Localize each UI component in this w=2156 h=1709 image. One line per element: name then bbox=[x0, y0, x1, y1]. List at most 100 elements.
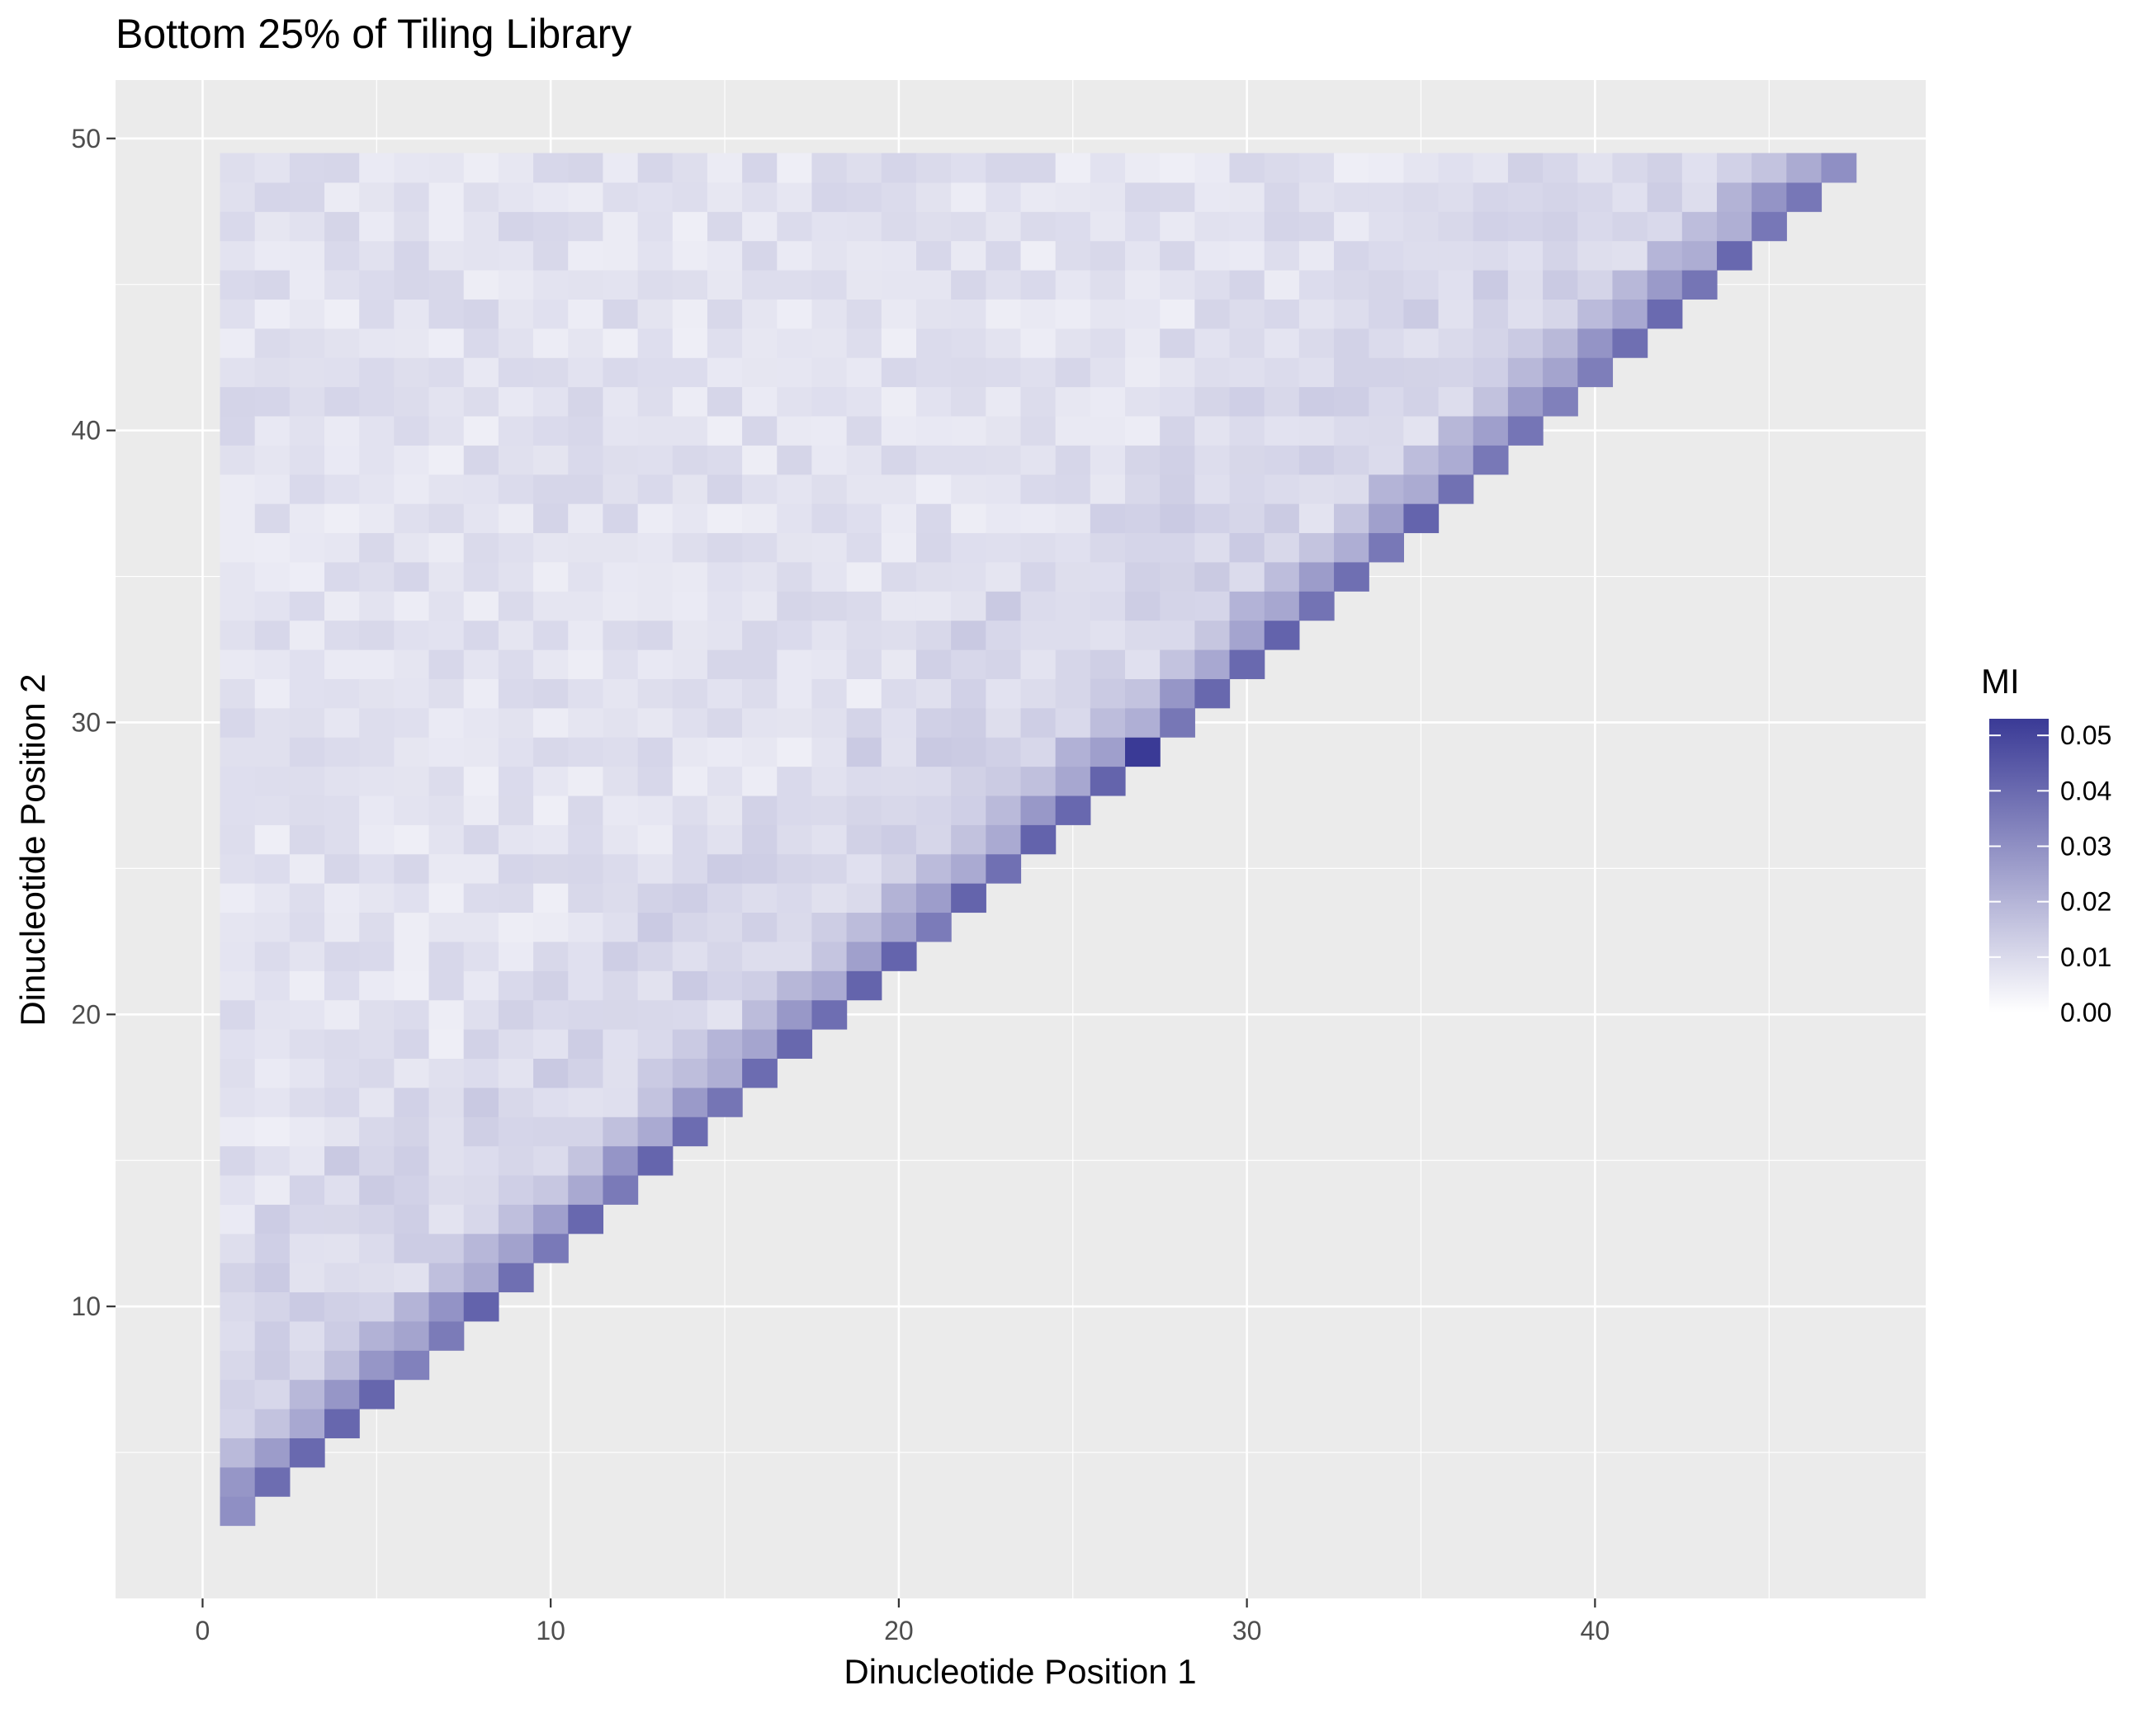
heatmap-cell bbox=[672, 153, 708, 183]
heatmap-cell bbox=[1507, 328, 1544, 358]
heatmap-cell bbox=[707, 357, 743, 388]
heatmap-cell bbox=[254, 883, 291, 914]
heatmap-cell bbox=[1298, 503, 1335, 534]
heatmap-cell bbox=[254, 1379, 291, 1409]
heatmap-cell bbox=[1403, 415, 1440, 446]
heatmap-cell bbox=[289, 211, 325, 242]
legend: MI 0.00 0.01 0.02 0.03 0.04 0.05 bbox=[1981, 662, 2111, 1027]
heatmap-cell bbox=[254, 153, 291, 183]
heatmap-cell bbox=[1716, 153, 1752, 183]
heatmap-cell bbox=[463, 240, 499, 271]
heatmap-cell bbox=[811, 824, 848, 855]
heatmap-cell bbox=[1090, 474, 1126, 504]
heatmap-cell bbox=[394, 503, 430, 534]
heatmap-cell bbox=[915, 270, 952, 300]
heatmap-cell bbox=[359, 970, 395, 1001]
heatmap-cell bbox=[707, 883, 743, 914]
heatmap-cell bbox=[915, 532, 952, 563]
heatmap-cell bbox=[568, 1204, 604, 1235]
heatmap-cell bbox=[846, 737, 882, 767]
heatmap-cell bbox=[324, 561, 360, 592]
heatmap-cell bbox=[1020, 153, 1057, 183]
heatmap-cell bbox=[846, 678, 882, 709]
heatmap-cell bbox=[463, 1145, 499, 1176]
heatmap-cell bbox=[394, 737, 430, 767]
heatmap-cell bbox=[568, 707, 604, 738]
heatmap-cell bbox=[498, 912, 534, 942]
heatmap-cell bbox=[1055, 328, 1091, 358]
heatmap-cell bbox=[463, 386, 499, 417]
heatmap-cell bbox=[1055, 532, 1091, 563]
heatmap-cell bbox=[777, 357, 813, 388]
heatmap-cell bbox=[1229, 532, 1265, 563]
heatmap-cell bbox=[707, 240, 743, 271]
heatmap-cell bbox=[1507, 270, 1544, 300]
heatmap-cell bbox=[220, 182, 256, 212]
heatmap-cell bbox=[498, 1029, 534, 1059]
heatmap-cell bbox=[777, 561, 813, 592]
heatmap-cell bbox=[359, 474, 395, 504]
heatmap-cell bbox=[254, 1029, 291, 1059]
heatmap-cell bbox=[951, 620, 986, 650]
heatmap-cell bbox=[220, 766, 256, 796]
heatmap-cell bbox=[1194, 299, 1231, 329]
heatmap-cell bbox=[1507, 386, 1544, 417]
heatmap-cell bbox=[1160, 620, 1195, 650]
heatmap-cell bbox=[533, 415, 569, 446]
heatmap-cell bbox=[1647, 299, 1683, 329]
heatmap-cell bbox=[394, 532, 430, 563]
heatmap-cell bbox=[672, 357, 708, 388]
heatmap-cell bbox=[1194, 503, 1231, 534]
heatmap-cell bbox=[951, 795, 986, 825]
heatmap-cell bbox=[881, 532, 917, 563]
heatmap-cell bbox=[359, 883, 395, 914]
heatmap-cell bbox=[428, 1058, 465, 1088]
heatmap-cell bbox=[986, 853, 1022, 884]
heatmap-cell bbox=[707, 1087, 743, 1117]
heatmap-cell bbox=[428, 153, 465, 183]
heatmap-cell bbox=[986, 678, 1022, 709]
heatmap-cells bbox=[220, 153, 1857, 1527]
heatmap-cell bbox=[220, 970, 256, 1001]
heatmap-cell bbox=[394, 912, 430, 942]
x-tick-label: 0 bbox=[196, 1616, 210, 1645]
heatmap-cell bbox=[568, 591, 604, 621]
heatmap-cell bbox=[1334, 240, 1369, 271]
heatmap-cell bbox=[1612, 328, 1648, 358]
heatmap-cell bbox=[777, 270, 813, 300]
heatmap-cell bbox=[498, 795, 534, 825]
heatmap-cell bbox=[359, 678, 395, 709]
heatmap-cell bbox=[951, 707, 986, 738]
heatmap-cell bbox=[1369, 415, 1404, 446]
heatmap-cell bbox=[846, 853, 882, 884]
heatmap-cell bbox=[1194, 211, 1231, 242]
heatmap-cell bbox=[428, 1087, 465, 1117]
heatmap-cell bbox=[1160, 182, 1195, 212]
heatmap-cell bbox=[707, 445, 743, 475]
heatmap-cell bbox=[1125, 678, 1161, 709]
heatmap-cell bbox=[568, 1058, 604, 1088]
heatmap-cell bbox=[846, 649, 882, 679]
heatmap-cell bbox=[811, 853, 848, 884]
axes: 0 10 20 30 40 10 20 30 40 50 bbox=[71, 124, 1610, 1645]
heatmap-cell bbox=[637, 853, 674, 884]
heatmap-cell bbox=[1090, 591, 1126, 621]
heatmap-cell bbox=[915, 591, 952, 621]
heatmap-cell bbox=[1786, 153, 1823, 183]
heatmap-cell bbox=[603, 795, 639, 825]
heatmap-cell bbox=[568, 357, 604, 388]
heatmap-cell bbox=[324, 1320, 360, 1351]
heatmap-cell bbox=[220, 445, 256, 475]
heatmap-cell bbox=[324, 970, 360, 1001]
heatmap-cell bbox=[533, 1174, 569, 1205]
heatmap-cell bbox=[672, 1117, 708, 1147]
heatmap-cell bbox=[1612, 211, 1648, 242]
heatmap-cell bbox=[603, 474, 639, 504]
heatmap-cell bbox=[324, 853, 360, 884]
heatmap-cell bbox=[498, 445, 534, 475]
heatmap-cell bbox=[463, 270, 499, 300]
heatmap-cell bbox=[359, 182, 395, 212]
heatmap-cell bbox=[986, 561, 1022, 592]
heatmap-cell bbox=[1090, 211, 1126, 242]
heatmap-cell bbox=[1612, 270, 1648, 300]
